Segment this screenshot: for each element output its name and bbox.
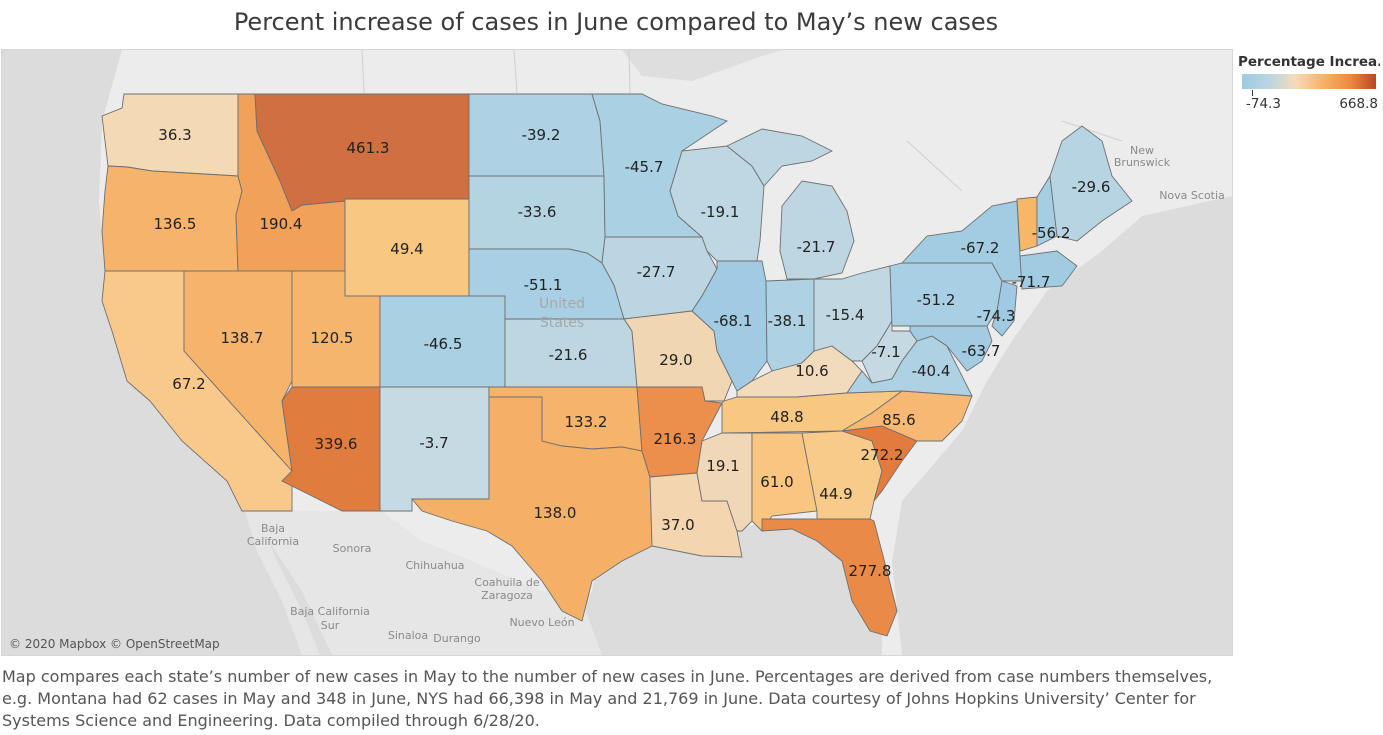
state-label-IA: -27.7 xyxy=(637,263,676,281)
hudson-bay-region xyxy=(622,50,782,81)
state-label-AR: 216.3 xyxy=(654,430,697,448)
state-label-OR: 136.5 xyxy=(154,215,197,233)
mexico-land xyxy=(242,501,602,655)
state-label-NV: 138.7 xyxy=(221,329,264,347)
legend-min-label: -74.3 xyxy=(1246,96,1281,112)
state-label-MN: -45.7 xyxy=(625,158,664,176)
state-label-AZ: 339.6 xyxy=(315,435,358,453)
state-label-VA: -40.4 xyxy=(912,362,951,380)
state-label-IN: -38.1 xyxy=(768,312,807,330)
state-NJ[interactable] xyxy=(991,280,1018,337)
state-label-NC: 85.6 xyxy=(882,411,915,429)
state-label-MI: -21.7 xyxy=(797,238,836,256)
state-label-ID: 190.4 xyxy=(260,215,303,233)
color-legend: Percentage Increa.. -74.3 668.8 xyxy=(1238,54,1380,112)
pacific-ocean xyxy=(2,50,347,655)
state-label-WA: 36.3 xyxy=(158,126,191,144)
state-label-OH: -15.4 xyxy=(826,306,865,324)
state-label-UT: 120.5 xyxy=(311,329,354,347)
state-FL[interactable] xyxy=(761,518,898,637)
geo-label-coahuila-2: Zaragoza xyxy=(481,589,533,602)
geo-label-sonora: Sonora xyxy=(333,542,372,555)
state-label-AL: 61.0 xyxy=(760,473,793,491)
geo-label-united-states-1: United xyxy=(539,296,585,312)
state-label-GA: 44.9 xyxy=(819,485,852,503)
legend-title: Percentage Increa.. xyxy=(1238,54,1380,70)
state-label-MO: 29.0 xyxy=(659,351,692,369)
state-label-WV: -7.1 xyxy=(871,343,900,361)
geo-label-chihuahua: Chihuahua xyxy=(405,559,464,572)
state-label-NM: -3.7 xyxy=(419,434,448,452)
legend-max-label: 668.8 xyxy=(1339,96,1378,112)
state-label-NJ: -74.3 xyxy=(977,307,1016,325)
state-label-KY: 10.6 xyxy=(795,362,828,380)
state-label-KS: -21.6 xyxy=(549,346,588,364)
state-label-MS: 19.1 xyxy=(706,457,739,475)
state-MA[interactable] xyxy=(1019,250,1078,290)
state-label-SD: -33.6 xyxy=(518,203,557,221)
legend-gradient-bar xyxy=(1242,74,1376,89)
state-TX[interactable] xyxy=(411,396,653,622)
map-attribution[interactable]: © 2020 Mapbox © OpenStreetMap xyxy=(9,637,220,651)
state-label-TN: 48.8 xyxy=(770,408,803,426)
state-label-CA: 67.2 xyxy=(172,375,205,393)
atlantic-ocean xyxy=(892,196,1232,655)
geo-label-united-states-2: States xyxy=(540,315,584,331)
state-label-MT: 461.3 xyxy=(347,139,390,157)
state-label-WY: 49.4 xyxy=(390,240,423,258)
state-NC[interactable] xyxy=(841,390,973,442)
geo-label-durango: Durango xyxy=(433,632,481,645)
geo-label-baja-2: California xyxy=(247,535,299,548)
geo-label-coahuila-1: Coahuila de xyxy=(474,576,539,589)
state-WI[interactable] xyxy=(669,145,765,262)
state-MD[interactable] xyxy=(909,325,993,372)
state-label-IL: -68.1 xyxy=(714,312,753,330)
map-title: Percent increase of cases in June compar… xyxy=(233,8,999,36)
state-MI-upper[interactable] xyxy=(726,128,834,187)
state-label-ND: -39.2 xyxy=(522,126,561,144)
geo-label-baja-1: Baja xyxy=(261,522,285,535)
geo-label-new-brunswick-2: Brunswick xyxy=(1114,156,1171,169)
state-label-TX: 138.0 xyxy=(534,504,577,522)
geo-label-baja-sur-1: Baja California xyxy=(290,605,370,618)
geo-label-baja-sur-2: Sur xyxy=(321,619,340,632)
map-caption: Map compares each state’s number of new … xyxy=(2,667,1213,730)
gulf-of-mexico xyxy=(562,521,882,655)
state-label-ME: -29.6 xyxy=(1072,178,1111,196)
state-MI[interactable] xyxy=(779,180,855,280)
state-label-NY: -67.2 xyxy=(961,239,1000,257)
state-label-SC: 272.2 xyxy=(861,446,904,464)
geo-label-nova-scotia: Nova Scotia xyxy=(1159,189,1225,202)
state-label-WI: -19.1 xyxy=(701,203,740,221)
geo-label-new-brunswick-1: New xyxy=(1130,144,1154,157)
state-label-MA: -71.7 xyxy=(1012,273,1051,291)
baja-peninsula xyxy=(242,501,320,655)
state-label-CO: -46.5 xyxy=(424,335,463,353)
state-label-PA: -51.2 xyxy=(917,291,956,309)
canada-provinces xyxy=(361,50,1123,192)
state-ME[interactable] xyxy=(1049,125,1133,242)
geo-label-nuevo-leon: Nuevo León xyxy=(509,616,574,629)
state-label-NE: -51.1 xyxy=(524,276,563,294)
state-label-LA: 37.0 xyxy=(661,516,694,534)
choropleth-map[interactable]: New Brunswick Nova Scotia United States … xyxy=(1,49,1233,656)
state-label-NH: -56.2 xyxy=(1032,224,1071,242)
state-label-OK: 133.2 xyxy=(565,413,608,431)
state-label-MD: -63.7 xyxy=(962,342,1001,360)
legend-tick-mark xyxy=(1252,90,1253,96)
geo-label-sinaloa: Sinaloa xyxy=(388,629,428,642)
state-label-FL: 277.8 xyxy=(849,562,892,580)
